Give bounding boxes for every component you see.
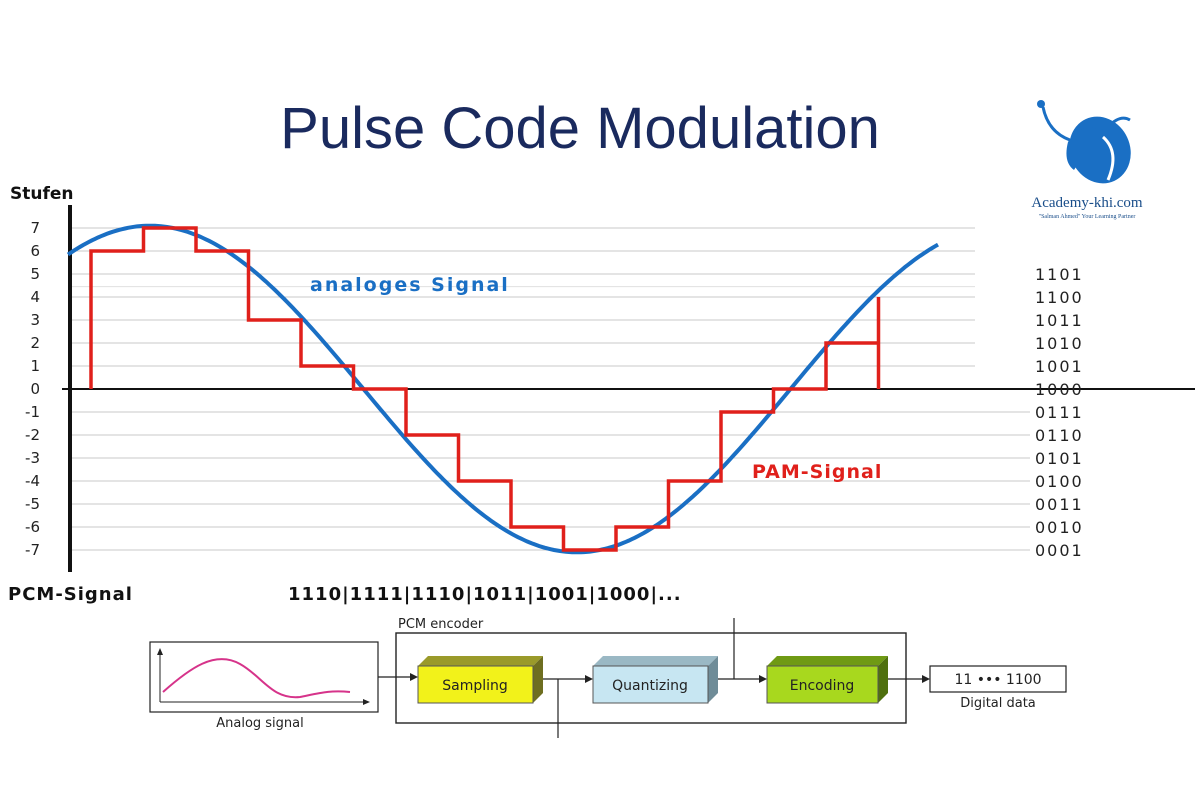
y-tick-label: 1	[30, 357, 40, 375]
pcm-encoder-frame	[395, 632, 907, 724]
analog-signal-line	[66, 223, 939, 555]
logo-tagline: "Salman Ahmed" Your Learning Partner	[1038, 214, 1136, 220]
analog-signal-caption: Analog signal	[216, 716, 304, 731]
encoding-block-side	[878, 656, 888, 703]
arrow-right-icon	[363, 699, 370, 705]
arrow-right-icon	[410, 673, 418, 681]
code-label: 0101	[1035, 449, 1084, 468]
code-label: 1000	[1035, 380, 1084, 399]
pam-signal	[89, 226, 881, 552]
arrow-right-icon	[922, 675, 930, 683]
digital-data-value: 11 ••• 1100	[954, 672, 1041, 688]
y-tick-label: 3	[30, 311, 40, 329]
sampling-block	[417, 665, 534, 704]
y-tick-label: 0	[30, 380, 40, 398]
y-tick-labels: 7 6 5 4 3 2 1 0 -1 -2 -3 -4 -5 -6 -7	[25, 219, 40, 559]
encoding-block	[766, 665, 879, 704]
code-label: 1010	[1035, 334, 1084, 353]
code-labels: 1101 1100 1011 1010 1001 1000 0111 0110 0101 0100…	[1035, 265, 1084, 560]
pcm-code-sequence: 1110|1111|1110|1011|1001|1000|...	[288, 584, 682, 605]
y-tick-label: -7	[25, 541, 40, 559]
code-label: 1100	[1035, 288, 1084, 307]
code-label: 0010	[1035, 518, 1084, 537]
code-label: 0111	[1035, 403, 1084, 422]
y-tick-label: 5	[30, 265, 40, 283]
code-label: 1101	[1035, 265, 1084, 284]
digital-data-caption: Digital data	[960, 696, 1036, 711]
pam-signal-label: PAM-Signal	[752, 461, 882, 483]
code-label: 0100	[1035, 472, 1084, 491]
y-tick-label: -6	[25, 518, 40, 536]
y-tick-label: -1	[25, 403, 40, 421]
sampling-block-side	[533, 656, 543, 703]
analog-signal-label: analoges Signal	[310, 274, 510, 296]
pcm-signal-label: PCM-Signal	[8, 584, 133, 605]
code-label: 0110	[1035, 426, 1084, 445]
y-axis-title: Stufen	[10, 184, 74, 204]
pam-staircase	[89, 226, 881, 552]
encoding-label: Encoding	[790, 678, 855, 694]
code-label: 1011	[1035, 311, 1084, 330]
page-title: Pulse Code Modulation	[280, 96, 880, 161]
y-tick-label: 7	[30, 219, 40, 237]
code-label: 0011	[1035, 495, 1084, 514]
arrow-right-icon	[585, 675, 593, 683]
y-tick-label: -3	[25, 449, 40, 467]
quantizing-block-top	[593, 656, 718, 666]
logo-name: Academy-khi.com	[1031, 195, 1143, 211]
code-label: 0001	[1035, 541, 1084, 560]
sampling-block-top	[418, 656, 543, 666]
quantizing-block-side	[708, 656, 718, 703]
pcm-encoder-label: PCM encoder	[398, 617, 484, 632]
arrow-up-icon	[157, 648, 163, 655]
y-tick-label: 4	[30, 288, 40, 306]
code-label: 1001	[1035, 357, 1084, 376]
y-tick-label: -2	[25, 426, 40, 444]
sampling-label: Sampling	[442, 678, 508, 694]
encoding-block-top	[767, 656, 888, 666]
quantizing-label: Quantizing	[612, 678, 688, 694]
quantizing-block	[592, 665, 709, 704]
analog-waveform	[162, 658, 351, 699]
y-tick-label: -5	[25, 495, 40, 513]
arrow-right-icon	[759, 675, 767, 683]
digital-data-box	[929, 665, 1067, 693]
bug-logo-icon	[1037, 100, 1131, 184]
y-tick-label: 6	[30, 242, 40, 260]
y-tick-label: 2	[30, 334, 40, 352]
y-tick-label: -4	[25, 472, 40, 490]
